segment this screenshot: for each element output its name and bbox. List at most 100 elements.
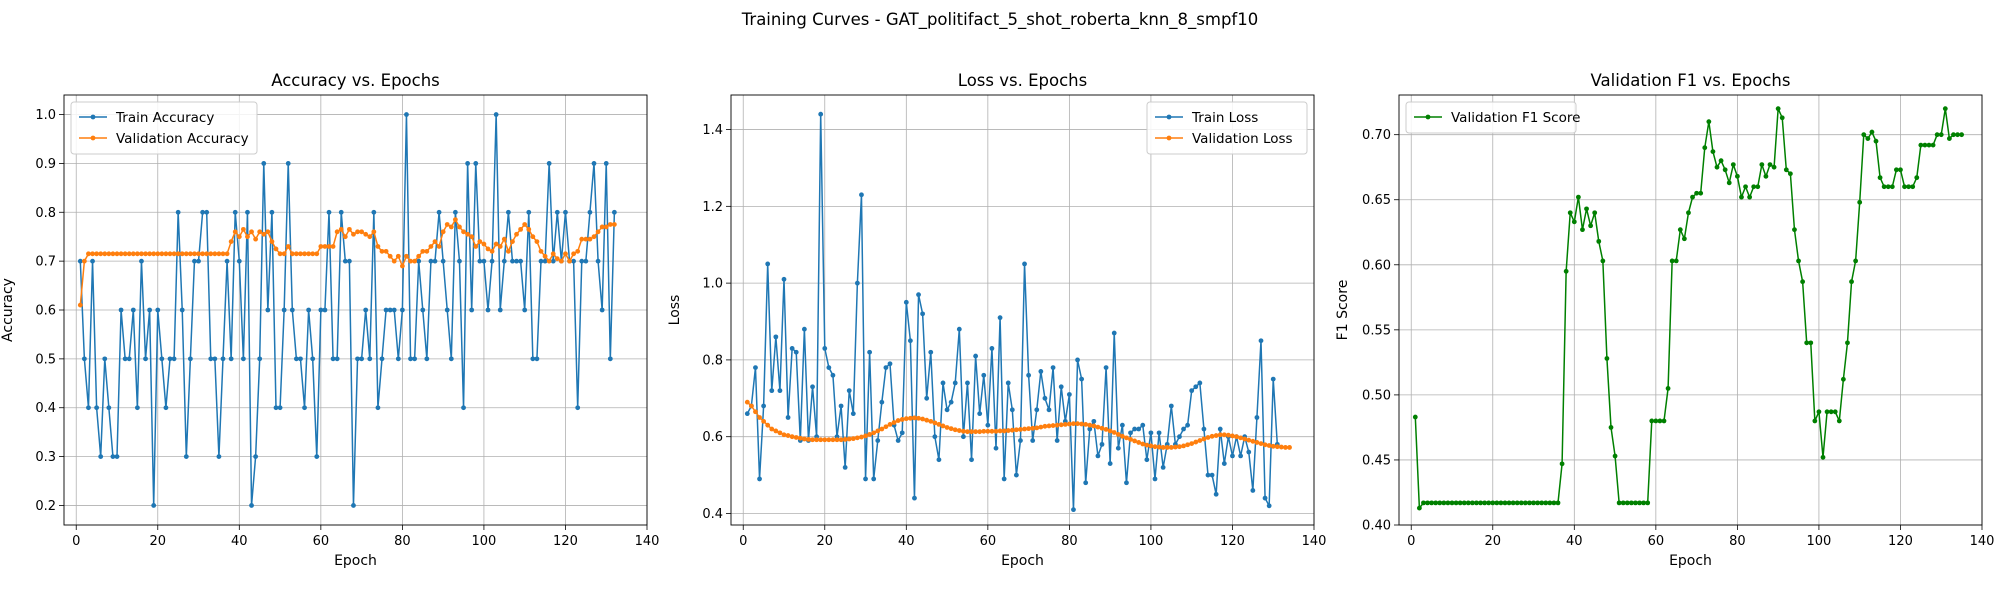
data-point (838, 437, 844, 443)
data-point (102, 251, 108, 257)
data-point (505, 209, 511, 215)
data-point (163, 251, 169, 257)
data-point (1079, 421, 1085, 427)
data-point (1441, 500, 1447, 506)
data-point (485, 307, 491, 313)
data-point (1600, 258, 1606, 264)
data-point (314, 454, 320, 459)
data-point (554, 209, 560, 215)
data-point (781, 432, 787, 438)
data-point (1637, 500, 1642, 506)
data-point (1005, 428, 1011, 433)
data-point (326, 209, 332, 215)
data-point (1140, 441, 1146, 447)
data-point (583, 236, 589, 242)
series-validation-f1-score (1412, 106, 1965, 511)
data-point (1645, 500, 1651, 506)
data-point (220, 356, 226, 362)
data-point (607, 222, 613, 227)
data-point (1506, 500, 1512, 506)
data-point (416, 258, 422, 264)
data-point (546, 258, 552, 264)
data-point (1518, 500, 1524, 506)
legend-box (70, 101, 258, 155)
data-point (469, 307, 475, 313)
data-point (932, 434, 938, 440)
data-point (1193, 384, 1199, 390)
data-point (1824, 409, 1830, 415)
data-point (554, 256, 560, 262)
data-point (830, 372, 836, 378)
data-point (973, 429, 979, 435)
data-point (1185, 442, 1191, 448)
x-tick-label: 120 (1220, 534, 1245, 549)
data-point (1124, 480, 1129, 486)
data-point (1575, 194, 1581, 200)
data-point (1177, 434, 1182, 440)
data-point (1152, 476, 1158, 482)
plot-frame (63, 94, 648, 526)
data-point (175, 209, 181, 215)
x-tick-label: 20 (149, 534, 166, 549)
y-tick-label: 0.40 (1362, 519, 1391, 534)
data-point (1449, 500, 1455, 506)
data-point (1026, 426, 1032, 432)
data-point (183, 251, 189, 257)
legend-label: Train Accuracy (115, 110, 214, 126)
data-point (761, 418, 767, 424)
data-point (1099, 425, 1105, 431)
data-point (583, 258, 589, 264)
data-point (1071, 421, 1076, 427)
data-point (1213, 433, 1219, 438)
data-point (924, 395, 930, 401)
x-tick-label: 120 (553, 534, 578, 549)
data-point (147, 251, 153, 257)
data-point (399, 307, 405, 313)
data-point (200, 209, 206, 215)
data-point (1584, 206, 1589, 212)
data-point (579, 236, 585, 242)
data-point (1535, 500, 1541, 506)
legend-swatch-marker (1166, 114, 1172, 120)
data-point (240, 356, 246, 362)
data-point (542, 258, 548, 264)
data-point (1266, 503, 1272, 509)
data-point (1775, 106, 1781, 112)
data-point (355, 356, 360, 362)
data-point (192, 251, 197, 257)
data-point (1763, 173, 1769, 179)
y-tick-label: 0.8 (35, 206, 56, 221)
data-point (171, 356, 177, 362)
data-point (1845, 340, 1850, 346)
data-point (920, 416, 926, 422)
data-point (1596, 238, 1602, 244)
data-point (151, 503, 157, 508)
data-point (212, 356, 218, 362)
data-point (1278, 444, 1284, 450)
data-point (826, 437, 832, 443)
data-point (1144, 442, 1150, 448)
data-point (1885, 184, 1891, 190)
data-point (269, 239, 275, 244)
data-point (769, 388, 775, 394)
data-point (793, 349, 799, 355)
data-point (522, 307, 528, 313)
data-point (375, 405, 381, 411)
data-point (1722, 167, 1728, 173)
data-point (538, 248, 544, 254)
data-point (293, 356, 299, 362)
y-tick-label: 0.6 (35, 304, 56, 319)
data-point (277, 405, 283, 411)
data-point (477, 239, 483, 244)
data-point (1914, 175, 1920, 181)
data-point (298, 251, 303, 257)
data-point (469, 234, 475, 240)
data-point (510, 239, 515, 244)
data-point (1262, 495, 1268, 501)
figure-suptitle: Training Curves - GAT_politifact_5_shot_… (741, 10, 1258, 30)
data-point (1136, 426, 1142, 432)
x-tick-label: 40 (231, 534, 248, 549)
data-point (363, 307, 369, 313)
data-point (1661, 418, 1667, 424)
data-point (342, 234, 348, 240)
